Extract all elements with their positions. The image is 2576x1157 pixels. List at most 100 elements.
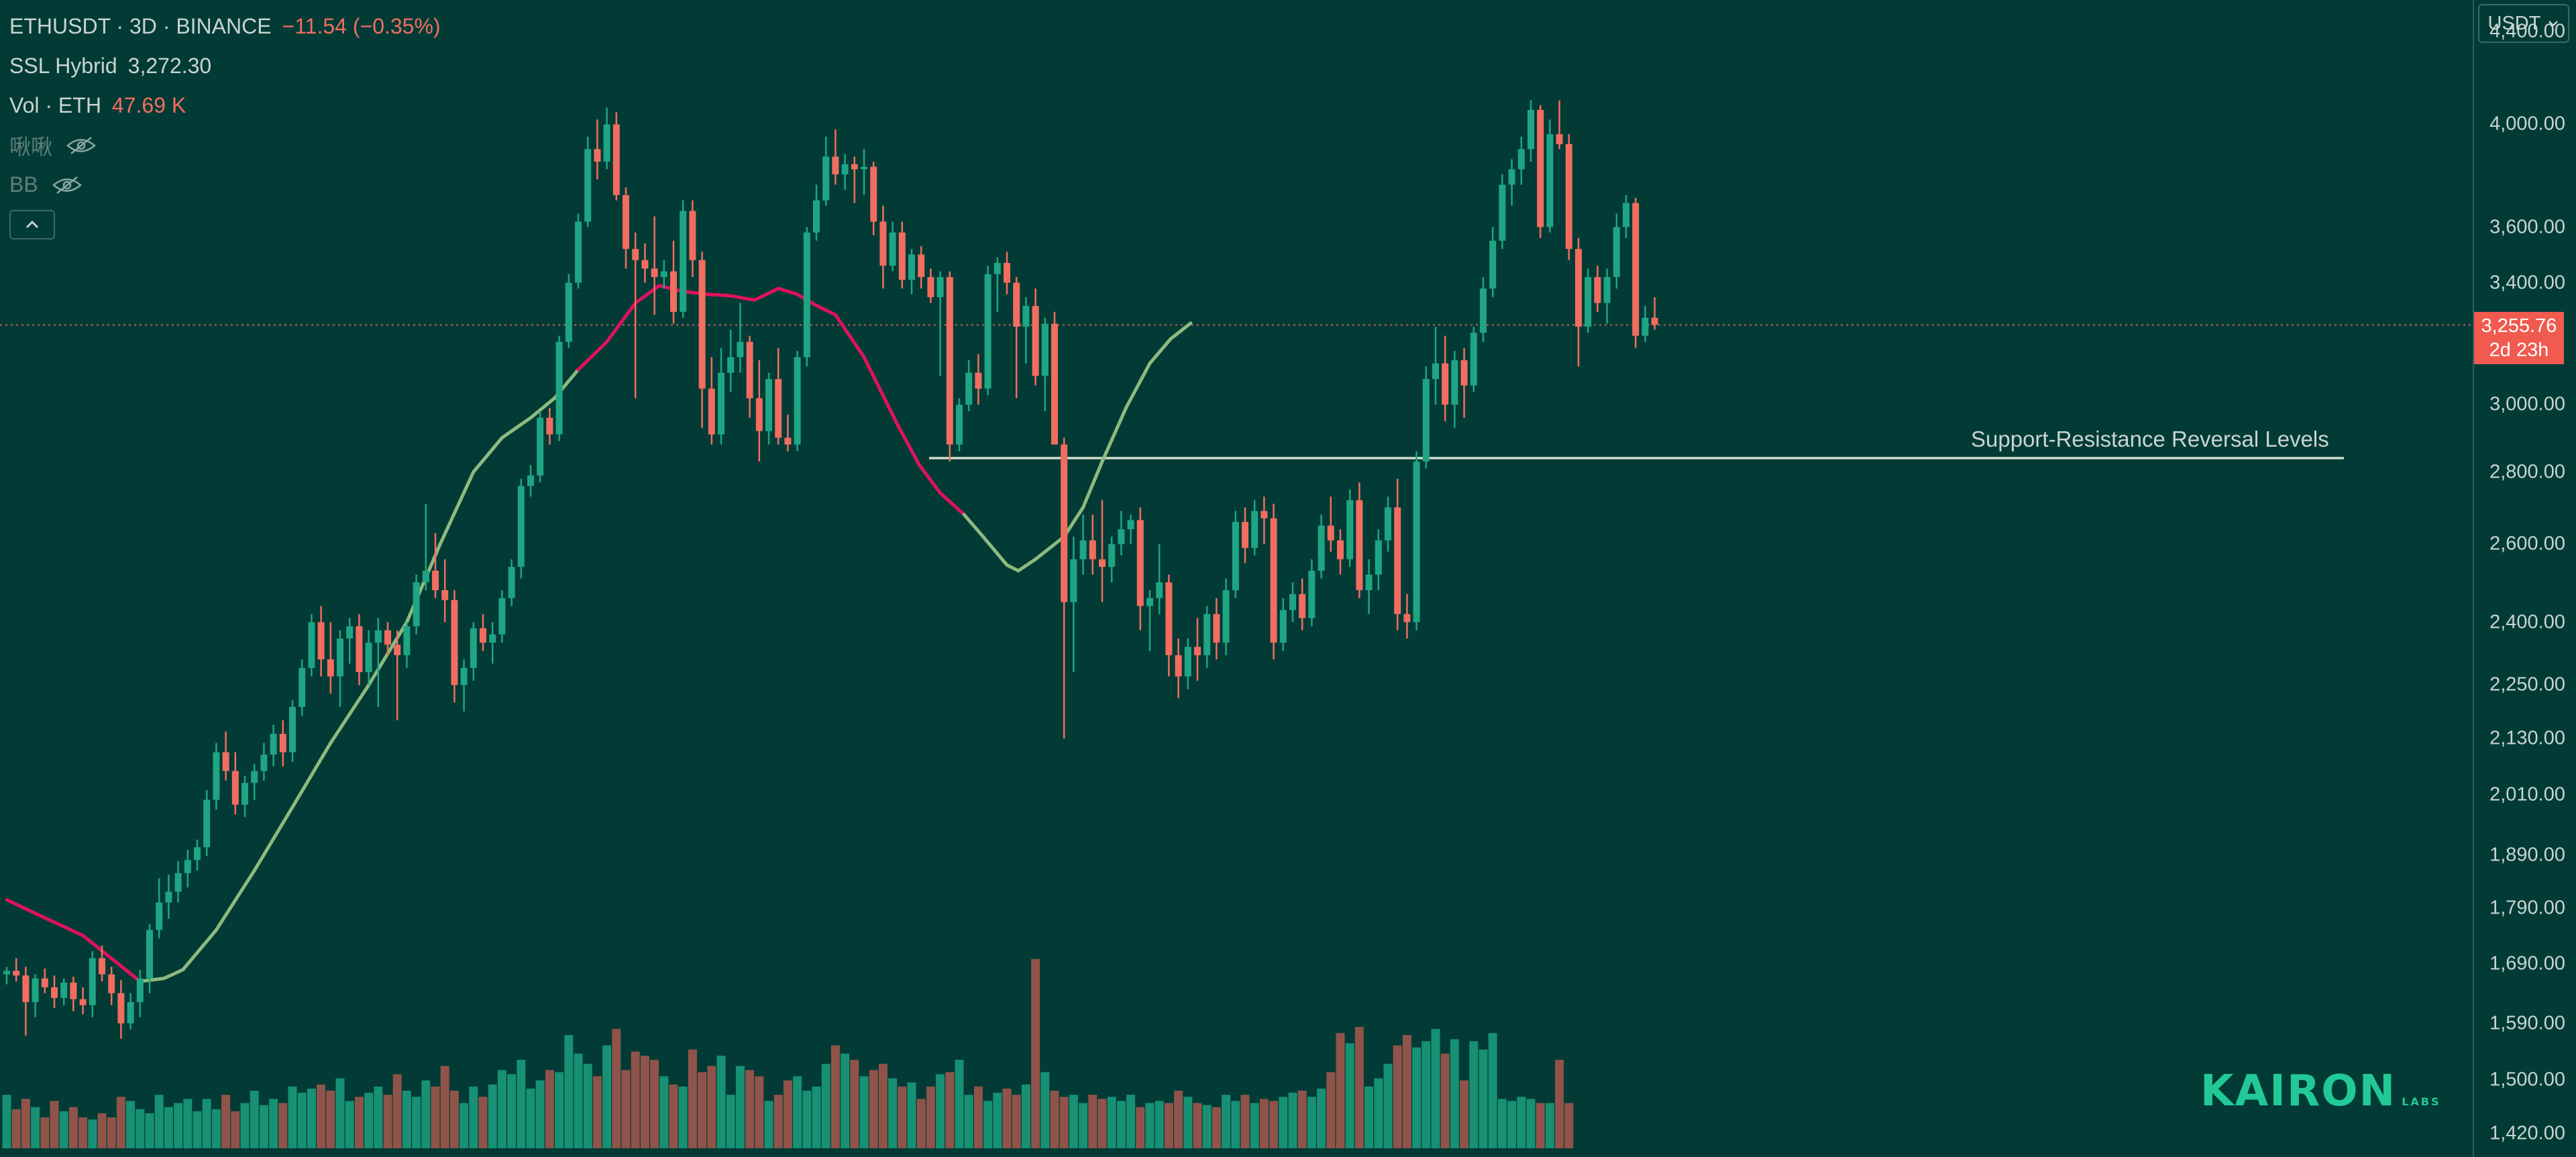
candle-body: [117, 993, 125, 1024]
collapse-legend-button[interactable]: [9, 210, 55, 239]
candle-body: [936, 277, 944, 298]
volume-bar: [678, 1086, 688, 1148]
quote-currency-button[interactable]: USDT: [2478, 4, 2569, 43]
candle-body: [1499, 184, 1506, 241]
volume-bar: [1288, 1093, 1297, 1148]
volume-bar: [174, 1103, 183, 1148]
price-axis-label: 1,420.00: [2489, 1122, 2565, 1144]
volume-bar: [374, 1086, 383, 1148]
ma-segment: [81, 934, 142, 983]
candle-body: [394, 645, 401, 655]
candle-body: [41, 978, 48, 987]
volume-bar: [383, 1095, 392, 1148]
candle-body: [1041, 323, 1049, 376]
volume-bar: [545, 1070, 554, 1148]
candle-body: [413, 582, 420, 626]
candle-body: [984, 274, 991, 389]
volume-value: 47.69 K: [111, 93, 186, 117]
candle-body: [1527, 109, 1534, 150]
candle-body: [1232, 522, 1239, 590]
volume-bar: [1231, 1101, 1240, 1148]
volume-bar: [564, 1035, 574, 1148]
volume-bar: [1222, 1095, 1231, 1148]
bb-label: BB: [9, 172, 38, 197]
volume-bar: [841, 1053, 850, 1148]
volume-bar: [669, 1084, 678, 1148]
ma-segment: [938, 491, 966, 516]
candle-body: [1489, 240, 1497, 289]
candle-body: [1079, 540, 1087, 559]
price-axis-label: 2,400.00: [2489, 611, 2565, 633]
volume-bar: [1364, 1086, 1374, 1148]
volume-bar: [21, 1099, 30, 1148]
ma-segment: [812, 302, 837, 317]
candle-body: [1603, 277, 1611, 303]
volume-bar: [1354, 1026, 1364, 1148]
volume-bar: [659, 1076, 669, 1148]
volume-bar: [1326, 1072, 1336, 1148]
candle-body: [498, 598, 506, 635]
ma-segment: [1100, 406, 1128, 463]
candle-body: [1184, 647, 1191, 677]
candle-body: [260, 755, 268, 771]
legend-ssl-row[interactable]: SSL Hybrid 3,272.30: [9, 46, 451, 86]
volume-bar: [145, 1113, 154, 1148]
candle-body: [1413, 461, 1420, 622]
volume-bar: [688, 1049, 697, 1148]
ma-segment: [438, 470, 476, 546]
volume-bar: [1307, 1097, 1316, 1148]
volume-bar: [317, 1084, 326, 1148]
volume-bar: [307, 1089, 316, 1148]
candle-body: [51, 987, 58, 998]
candle-body: [870, 166, 877, 222]
candle-body: [1394, 507, 1401, 614]
logo-main: KAIRON: [2200, 1066, 2397, 1116]
volume-bar: [440, 1066, 449, 1148]
price-axis-label: 3,600.00: [2489, 216, 2565, 238]
price-axis[interactable]: 4,400.00 4,000.00 3,600.00 3,400.00 3,000.00…: [2473, 0, 2576, 1157]
candle-body: [299, 667, 306, 707]
ma-segment: [472, 436, 504, 474]
legend-bb-row[interactable]: BB: [9, 165, 451, 205]
price-axis-label: 3,000.00: [2489, 393, 2565, 415]
candle-countdown: 2d 23h: [2489, 339, 2549, 361]
candle-body: [1118, 529, 1125, 545]
volume-bar: [716, 1055, 726, 1148]
volume-bar: [1240, 1095, 1250, 1148]
candle-body: [718, 372, 724, 435]
price-axis-label: 1,890.00: [2489, 844, 2565, 866]
ma-segment: [962, 512, 985, 539]
legend-indicator-row[interactable]: 啾啾: [9, 125, 451, 165]
volume-bar: [707, 1066, 716, 1148]
symbol-title[interactable]: ETHUSDT · 3D · BINANCE: [9, 14, 272, 38]
volume-bar: [907, 1082, 916, 1148]
candle-body: [460, 667, 468, 685]
candle-body: [727, 357, 735, 373]
candle-body: [337, 638, 343, 677]
volume-bar: [745, 1070, 755, 1148]
candle-body: [1032, 306, 1039, 376]
candle-body: [89, 958, 96, 1005]
candle-body: [1213, 614, 1220, 643]
eye-hidden-icon[interactable]: [52, 175, 83, 195]
volume-bar: [240, 1103, 250, 1148]
legend-symbol-row[interactable]: ETHUSDT · 3D · BINANCE −11.54 (−0.35%): [9, 7, 451, 46]
volume-bar: [1088, 1095, 1097, 1148]
volume-bar: [1136, 1107, 1145, 1148]
eye-hidden-icon[interactable]: [66, 135, 97, 156]
volume-bar: [297, 1093, 307, 1148]
candle-body: [279, 734, 286, 753]
volume-bar: [460, 1103, 469, 1148]
price-chart[interactable]: [0, 0, 2473, 1157]
volume-bar: [755, 1076, 764, 1148]
price-change: −11.54 (−0.35%): [282, 14, 441, 38]
candle-body: [146, 930, 153, 979]
volume-bar: [1479, 1049, 1488, 1148]
volume-bar: [916, 1099, 926, 1148]
volume-bar: [1250, 1103, 1259, 1148]
legend-volume-row[interactable]: Vol · ETH 47.69 K: [9, 86, 451, 125]
volume-bar: [859, 1076, 869, 1148]
candle-body: [1517, 149, 1525, 170]
candle-body: [184, 860, 191, 873]
